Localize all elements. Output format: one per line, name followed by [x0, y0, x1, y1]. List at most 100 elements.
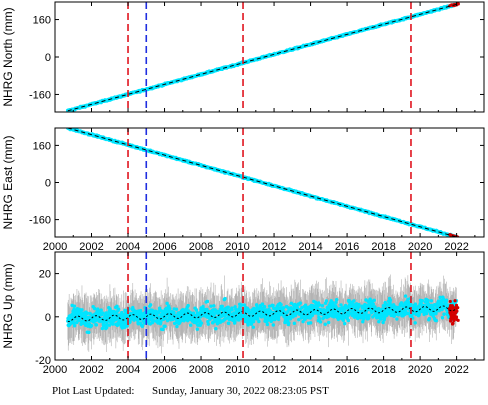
up-data-point	[334, 300, 338, 304]
up-data-point	[220, 304, 224, 309]
up-data-point	[251, 319, 256, 324]
up-data-point	[186, 303, 190, 308]
up-data-point	[226, 305, 230, 309]
up-data-point	[167, 306, 172, 311]
east-y-tick-label: -160	[29, 215, 51, 227]
north-y-tick-label: -160	[29, 89, 51, 101]
up-data-point	[99, 308, 103, 312]
up-recent-point	[449, 313, 453, 317]
up-recent-point	[451, 315, 455, 319]
up-recent-point	[455, 317, 459, 322]
east-trend-line	[67, 128, 457, 237]
up-data-point	[403, 294, 408, 298]
up-x-tick-label: 2018	[371, 364, 395, 376]
up-x-tick-label: 2006	[152, 364, 176, 376]
up-data-point	[339, 303, 343, 307]
east-x-tick-label: 2014	[298, 241, 322, 253]
up-data-point	[406, 297, 410, 302]
up-data-point	[140, 324, 145, 329]
up-data-point	[163, 324, 167, 328]
up-data-point	[298, 301, 303, 305]
up-data-point	[92, 306, 97, 311]
up-data-point	[308, 321, 313, 325]
up-data-point	[110, 322, 115, 326]
up-data-point	[148, 303, 153, 307]
up-data-point	[212, 312, 216, 316]
up-data-point	[256, 317, 260, 321]
up-data-point	[182, 309, 186, 314]
up-x-tick-label: 2020	[408, 364, 432, 376]
up-data-point	[175, 324, 179, 329]
up-data-point	[427, 316, 432, 321]
up-data-point	[85, 311, 90, 315]
up-data-point	[377, 320, 381, 324]
up-data-point	[70, 312, 75, 317]
up-data-point	[324, 299, 329, 303]
east-y-tick-label: 160	[33, 140, 51, 152]
up-recent-point	[449, 304, 453, 308]
east-recent-point	[448, 233, 452, 237]
up-data-point	[206, 319, 210, 324]
up-data-point	[195, 327, 200, 331]
up-y-tick-label: 20	[39, 269, 51, 281]
up-data-point	[320, 303, 325, 308]
up-data-point	[194, 308, 199, 312]
up-data-point	[158, 320, 163, 325]
up-data-point	[128, 320, 132, 324]
up-data-point	[101, 311, 105, 315]
up-y-axis-label: NHRG Up (mm)	[1, 263, 15, 348]
up-data-point	[151, 319, 156, 323]
up-recent-point	[454, 315, 459, 319]
up-data-point	[94, 323, 99, 327]
up-data-point	[303, 303, 308, 307]
up-recent-point	[448, 299, 452, 304]
up-data-point	[323, 322, 327, 326]
up-data-point	[233, 320, 237, 324]
up-data-point	[165, 301, 169, 306]
east-y-axis-label: NHRG East (mm)	[1, 136, 15, 230]
up-data-point	[318, 320, 323, 324]
up-data-point	[240, 303, 244, 307]
up-data-point	[206, 322, 211, 326]
north-panel: -160 0 160 NHRG North (mm)	[1, 1, 485, 113]
up-data-point	[89, 324, 94, 328]
up-data-point	[161, 327, 165, 332]
up-data-point	[247, 308, 251, 312]
up-y-tick-label: -20	[35, 355, 51, 367]
up-data-point	[174, 307, 179, 311]
up-x-tick-label: 2014	[298, 364, 322, 376]
east-x-tick-label: 2022	[444, 241, 468, 253]
east-y-tick-label: 0	[45, 178, 51, 190]
up-data-point	[326, 320, 331, 325]
up-x-tick-label: 2002	[79, 364, 103, 376]
east-x-tick-label: 2008	[189, 241, 213, 253]
up-data-point	[426, 298, 430, 303]
up-data-point	[205, 299, 210, 304]
up-recent-point	[453, 299, 457, 303]
up-data-point	[264, 317, 268, 321]
up-data-point	[72, 304, 77, 308]
up-data-point	[372, 298, 376, 302]
up-data-point	[434, 318, 438, 323]
up-data-point	[292, 321, 297, 326]
east-data-points	[65, 128, 459, 237]
up-data-point	[157, 306, 162, 310]
east-panel: 2000 2002 2004 2006 2008 2010 2012 2014 2016 2018…	[1, 127, 485, 253]
up-data-point	[387, 308, 392, 313]
up-data-point	[226, 321, 231, 326]
up-data-point	[122, 325, 127, 330]
up-data-point	[115, 304, 119, 309]
up-data-point	[233, 305, 237, 309]
up-data-point	[108, 307, 112, 311]
up-data-point	[80, 308, 84, 312]
up-data-point	[388, 298, 393, 302]
up-data-point	[352, 299, 356, 303]
up-data-point	[367, 313, 371, 318]
up-data-point	[347, 298, 351, 303]
up-data-point	[201, 304, 205, 309]
up-recent-point	[455, 309, 459, 313]
up-data-point	[249, 310, 253, 315]
up-data-point	[230, 308, 234, 312]
up-data-point	[301, 319, 305, 324]
up-data-point	[334, 298, 339, 302]
